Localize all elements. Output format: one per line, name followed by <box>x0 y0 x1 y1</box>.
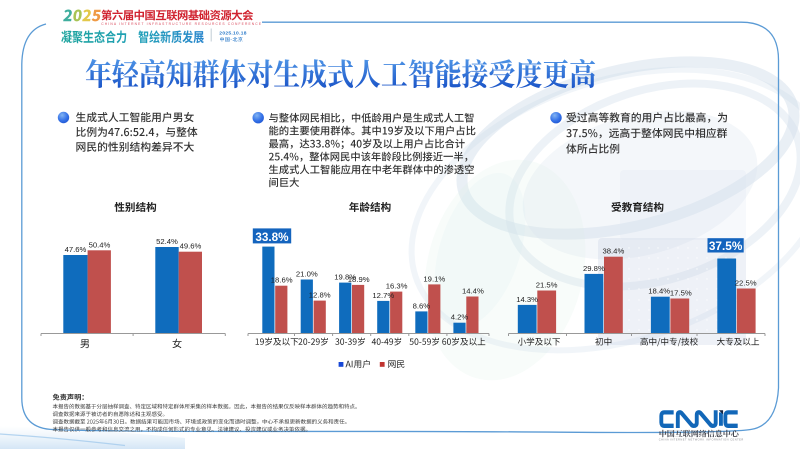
svg-text:18.4%: 18.4% <box>648 287 670 296</box>
svg-text:29.8%: 29.8% <box>583 264 605 273</box>
svg-text:16.3%: 16.3% <box>386 282 408 291</box>
svg-text:17.5%: 17.5% <box>670 289 692 298</box>
svg-text:52.4%: 52.4% <box>156 237 178 246</box>
svg-text:19.1%: 19.1% <box>423 274 445 283</box>
svg-text:2025.10.18: 2025.10.18 <box>219 30 246 36</box>
svg-text:12.7%: 12.7% <box>372 291 394 300</box>
svg-text:50.4%: 50.4% <box>89 240 111 249</box>
svg-text:33.8%: 33.8% <box>255 231 289 244</box>
svg-text:14.4%: 14.4% <box>462 287 484 296</box>
svg-text:12.8%: 12.8% <box>309 291 331 300</box>
svg-text:19.8%: 19.8% <box>334 273 356 282</box>
svg-text:37.5%: 37.5% <box>709 239 743 253</box>
svg-text:47.6%: 47.6% <box>65 245 87 254</box>
svg-text:4.2%: 4.2% <box>451 313 469 322</box>
svg-text:CHINA INTERNET NETWORK INFORMA: CHINA INTERNET NETWORK INFORMATION CENTE… <box>659 437 744 441</box>
svg-text:14.3%: 14.3% <box>516 295 538 304</box>
svg-text:21.0%: 21.0% <box>296 270 318 279</box>
svg-text:49.6%: 49.6% <box>180 242 202 251</box>
svg-text:18.9%: 18.9% <box>348 275 370 284</box>
svg-text:8.6%: 8.6% <box>413 301 431 310</box>
svg-text:21.5%: 21.5% <box>536 281 558 290</box>
svg-text:18.6%: 18.6% <box>271 276 293 285</box>
svg-text:22.5%: 22.5% <box>735 279 757 288</box>
svg-text:CHINA INTERNET INFRASTRUCTURE: CHINA INTERNET INFRASTRUCTURE RESOURCES … <box>101 22 262 26</box>
svg-text:38.4%: 38.4% <box>602 247 624 256</box>
